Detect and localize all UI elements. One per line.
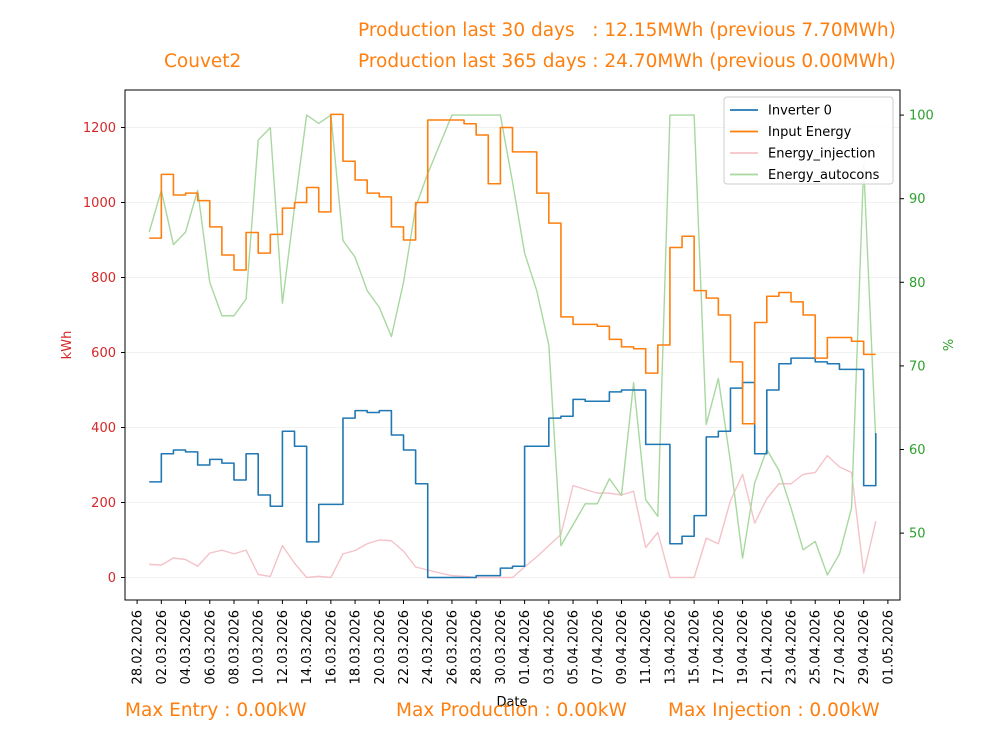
x-tick-label: 21.04.2026 xyxy=(760,610,775,684)
x-tick-label: 17.04.2026 xyxy=(712,610,727,684)
x-tick-label: 04.03.2026 xyxy=(179,610,194,684)
y-left-tick-label: 1000 xyxy=(83,196,116,211)
x-tick-label: 05.04.2026 xyxy=(567,610,582,684)
site-name: Couvet2 xyxy=(164,51,242,72)
legend: Inverter 0 Input Energy Energy_injection En… xyxy=(723,96,894,185)
y-left-tick-label: 400 xyxy=(91,421,116,436)
legend-label: Input Energy xyxy=(768,125,852,140)
axis-bottom: 28.02.2026 02.03.2026 04.03.2026 06.03.2026… xyxy=(131,600,896,684)
x-tick-label: 19.04.2026 xyxy=(736,610,751,684)
series-layer xyxy=(148,113,877,579)
series-line-input-energy xyxy=(149,113,876,425)
x-tick-label: 29.04.2026 xyxy=(857,610,872,684)
x-tick-label: 27.04.2026 xyxy=(833,610,848,684)
y-left-tick-label: 1200 xyxy=(83,121,116,136)
x-tick-label: 22.03.2026 xyxy=(397,610,412,684)
x-tick-label: 15.04.2026 xyxy=(688,610,703,684)
y-left-tick-label: 0 xyxy=(108,571,116,586)
y-left-tick-label: 600 xyxy=(91,346,116,361)
x-tick-label: 28.03.2026 xyxy=(470,610,485,684)
series-line-inverter-0 xyxy=(149,357,877,579)
x-tick-label: 26.03.2026 xyxy=(445,610,460,684)
series-line-energy-autocons xyxy=(148,114,877,576)
x-tick-label: 18.03.2026 xyxy=(349,610,364,684)
x-tick-label: 09.04.2026 xyxy=(615,610,630,684)
grid-layer xyxy=(125,127,900,578)
x-tick-label: 01.04.2026 xyxy=(518,610,533,684)
y-right-tick-label: 70 xyxy=(909,359,926,374)
x-tick-label: 12.03.2026 xyxy=(276,610,291,684)
x-tick-label: 30.03.2026 xyxy=(494,610,509,684)
production-365-days: Production last 365 days : 24.70MWh (pre… xyxy=(358,51,896,72)
y-right-tick-label: 100 xyxy=(909,109,934,124)
x-tick-label: 25.04.2026 xyxy=(809,610,824,684)
x-tick-label: 28.02.2026 xyxy=(131,610,146,684)
x-tick-label: 10.03.2026 xyxy=(252,610,267,684)
x-axis-label: Date xyxy=(496,695,527,710)
y-right-tick-label: 50 xyxy=(909,527,926,542)
y-left-tick-label: 800 xyxy=(91,271,116,286)
x-tick-label: 24.03.2026 xyxy=(421,610,436,684)
legend-label: Inverter 0 xyxy=(768,104,832,119)
y-right-tick-label: 80 xyxy=(909,276,926,291)
max-injection: Max Injection : 0.00kW xyxy=(668,700,880,721)
legend-label: Energy_injection xyxy=(768,147,876,162)
axis-left: 0 200 400 600 800 1000 1200 xyxy=(83,121,125,586)
y-axis-right-label: % xyxy=(942,339,957,351)
y-left-tick-label: 200 xyxy=(91,496,116,511)
max-production: Max Production : 0.00kW xyxy=(396,700,627,721)
x-tick-label: 20.03.2026 xyxy=(373,610,388,684)
production-30-days: Production last 30 days : 12.15MWh (prev… xyxy=(358,20,896,41)
x-tick-label: 03.04.2026 xyxy=(542,610,557,684)
y-right-tick-label: 60 xyxy=(909,443,926,458)
x-tick-label: 14.03.2026 xyxy=(300,610,315,684)
x-tick-label: 11.04.2026 xyxy=(639,610,654,684)
x-tick-label: 08.03.2026 xyxy=(227,610,242,684)
axis-right: 50 60 70 80 90 100 xyxy=(900,109,934,542)
x-tick-label: 16.03.2026 xyxy=(324,610,339,684)
plot-frame xyxy=(124,89,901,601)
legend-label: Energy_autocons xyxy=(768,168,880,183)
y-right-tick-label: 90 xyxy=(909,192,926,207)
x-tick-label: 02.03.2026 xyxy=(155,610,170,684)
x-tick-label: 07.04.2026 xyxy=(591,610,606,684)
y-axis-left-label: kWh xyxy=(60,331,75,360)
x-tick-label: 06.03.2026 xyxy=(203,610,218,684)
series-line-energy-injection xyxy=(149,454,877,579)
legend-box xyxy=(723,96,894,185)
x-tick-label: 01.05.2026 xyxy=(881,610,896,684)
x-tick-label: 23.04.2026 xyxy=(785,610,800,684)
max-entry: Max Entry : 0.00kW xyxy=(125,700,307,721)
x-tick-label: 13.04.2026 xyxy=(663,610,678,684)
